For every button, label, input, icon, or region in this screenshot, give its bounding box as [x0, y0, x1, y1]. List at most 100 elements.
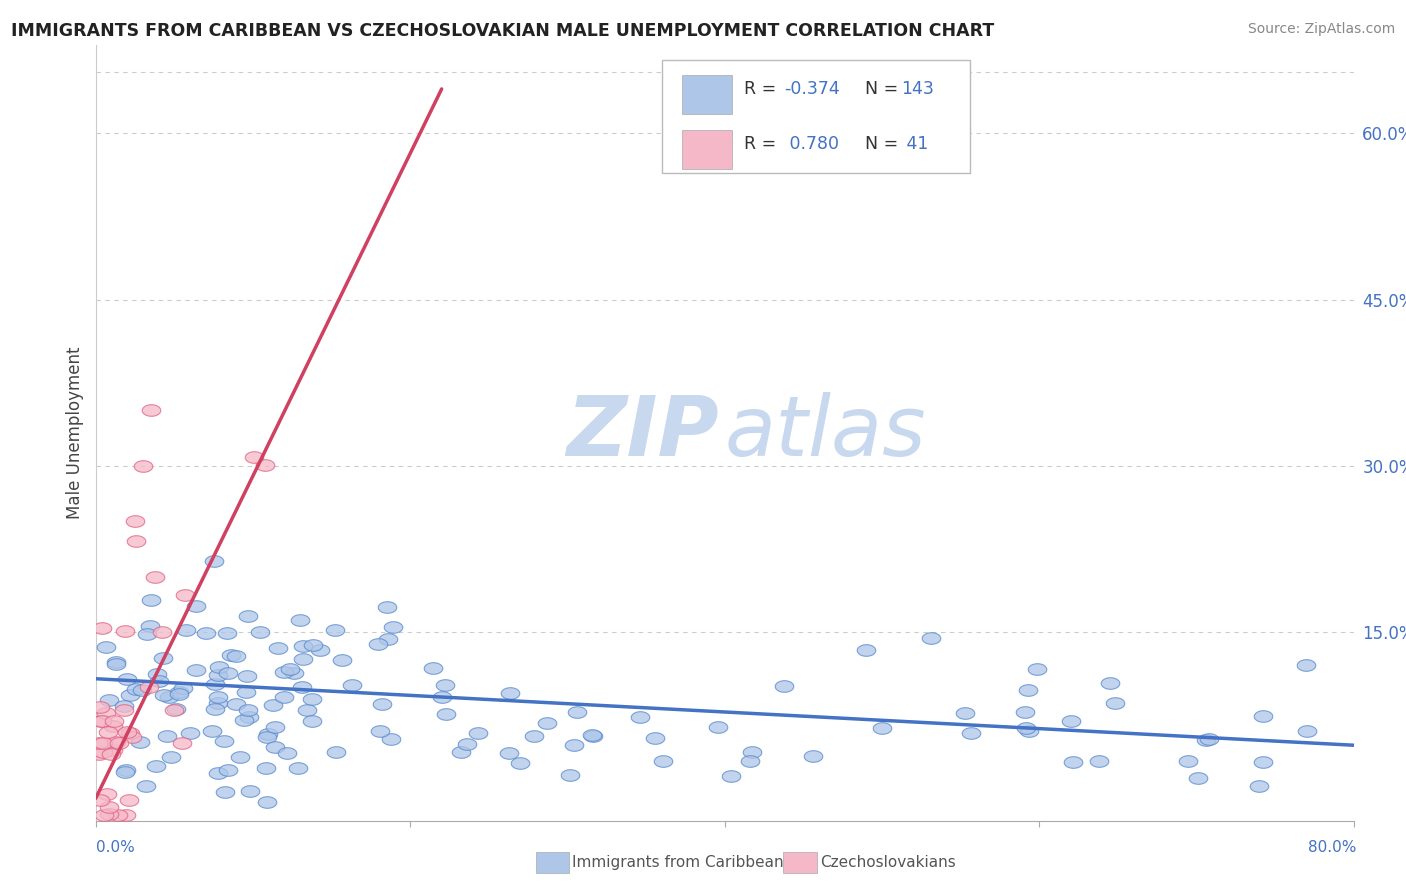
- Point: [430, 690, 453, 704]
- Point: [1104, 696, 1126, 710]
- Text: Immigrants from Caribbean: Immigrants from Caribbean: [572, 855, 785, 870]
- Point: [207, 690, 229, 705]
- FancyBboxPatch shape: [682, 76, 733, 114]
- Point: [138, 680, 160, 694]
- Point: [434, 678, 457, 692]
- Point: [97, 806, 120, 821]
- Point: [509, 756, 531, 770]
- Text: Source: ZipAtlas.com: Source: ZipAtlas.com: [1247, 22, 1395, 37]
- Point: [139, 619, 162, 633]
- Point: [295, 703, 318, 717]
- Point: [179, 725, 201, 739]
- Point: [262, 698, 284, 712]
- Point: [582, 729, 605, 743]
- Point: [1249, 779, 1271, 793]
- Point: [195, 626, 218, 640]
- Point: [152, 650, 174, 665]
- Point: [167, 685, 190, 699]
- Point: [225, 649, 247, 664]
- Point: [141, 592, 163, 607]
- Point: [1187, 771, 1209, 785]
- Point: [160, 750, 183, 764]
- Point: [235, 685, 257, 699]
- Point: [498, 746, 520, 760]
- Point: [323, 624, 346, 638]
- Point: [217, 665, 239, 680]
- Text: R =: R =: [744, 79, 782, 97]
- Point: [1295, 724, 1317, 739]
- Point: [214, 733, 236, 747]
- Point: [801, 749, 824, 764]
- Point: [124, 514, 146, 528]
- Point: [91, 621, 114, 635]
- Point: [1295, 658, 1317, 673]
- Point: [367, 637, 389, 651]
- Point: [301, 714, 323, 729]
- Point: [960, 725, 983, 739]
- Point: [96, 788, 118, 802]
- Point: [96, 706, 118, 720]
- Point: [1014, 705, 1036, 719]
- Point: [172, 681, 194, 696]
- Point: [644, 731, 666, 746]
- Point: [340, 678, 363, 692]
- Point: [145, 759, 167, 773]
- Point: [172, 736, 194, 750]
- Point: [225, 697, 247, 711]
- Point: [628, 709, 651, 723]
- Point: [98, 693, 121, 707]
- Point: [136, 627, 159, 641]
- Point: [114, 765, 136, 780]
- Point: [218, 763, 240, 777]
- Point: [1251, 709, 1274, 723]
- Point: [309, 642, 332, 657]
- Point: [434, 706, 457, 721]
- Point: [115, 725, 138, 739]
- Text: N =: N =: [855, 135, 904, 153]
- Point: [101, 743, 124, 757]
- Point: [498, 686, 520, 700]
- Point: [239, 784, 262, 798]
- Point: [120, 689, 142, 703]
- Point: [207, 696, 229, 710]
- Point: [254, 761, 277, 775]
- Point: [114, 764, 136, 778]
- Point: [236, 669, 259, 683]
- Point: [263, 740, 285, 755]
- Point: [207, 766, 229, 780]
- Point: [377, 632, 399, 646]
- Point: [221, 648, 243, 663]
- Point: [204, 677, 226, 691]
- Text: 0.780: 0.780: [785, 135, 839, 153]
- Point: [135, 779, 157, 793]
- Text: R =: R =: [744, 135, 782, 153]
- Point: [207, 668, 229, 682]
- Text: Czechoslovakians: Czechoslovakians: [820, 855, 956, 870]
- Point: [238, 710, 260, 724]
- Point: [114, 624, 136, 638]
- Point: [97, 725, 120, 739]
- Point: [1253, 755, 1275, 769]
- Point: [243, 450, 266, 464]
- Point: [302, 638, 325, 652]
- Point: [150, 625, 173, 640]
- Point: [707, 720, 730, 734]
- Point: [229, 750, 252, 764]
- Point: [91, 745, 114, 759]
- Point: [105, 735, 128, 749]
- Point: [215, 625, 238, 640]
- Point: [157, 690, 180, 704]
- Point: [167, 687, 190, 701]
- Text: 0.0%: 0.0%: [96, 840, 135, 855]
- Point: [422, 660, 444, 674]
- Point: [118, 793, 141, 807]
- Point: [370, 723, 392, 738]
- Point: [536, 715, 558, 730]
- Text: 41: 41: [901, 135, 928, 153]
- Point: [93, 808, 115, 822]
- Point: [204, 702, 226, 716]
- Point: [163, 703, 186, 717]
- Point: [94, 640, 117, 654]
- Point: [174, 623, 197, 637]
- Point: [97, 800, 120, 814]
